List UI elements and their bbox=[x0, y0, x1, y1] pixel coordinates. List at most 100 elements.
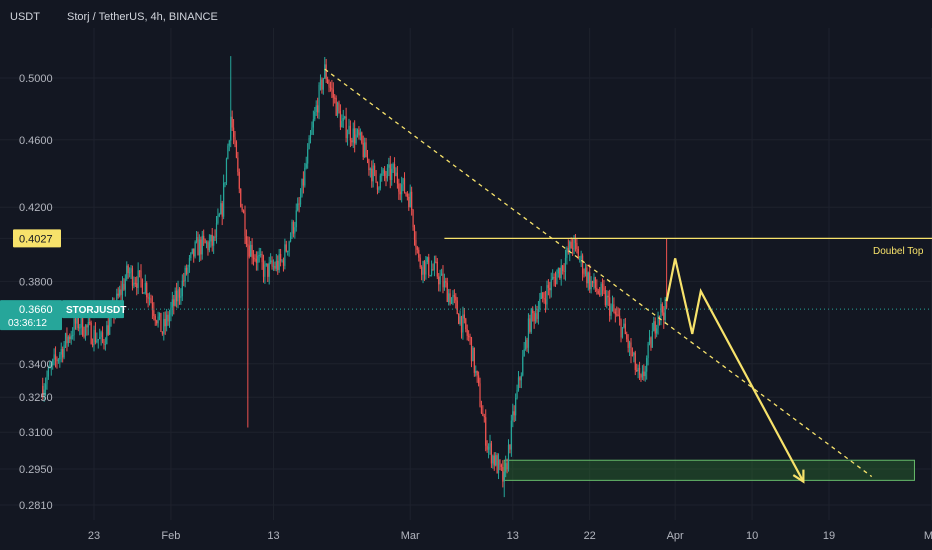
candle-body bbox=[631, 354, 634, 356]
candle-body bbox=[241, 206, 243, 211]
candle-body bbox=[609, 297, 611, 316]
candle-body bbox=[426, 257, 428, 263]
candle-body bbox=[301, 178, 303, 197]
candle-body bbox=[167, 314, 169, 322]
candle-body bbox=[462, 314, 464, 333]
candle-body bbox=[502, 467, 504, 482]
doubel-top-label: Doubel Top bbox=[873, 246, 924, 257]
x-tick-label: 22 bbox=[584, 530, 596, 542]
candle-body bbox=[244, 212, 246, 237]
candle-body bbox=[401, 184, 403, 195]
candle-body bbox=[573, 238, 575, 250]
candle-body bbox=[579, 259, 581, 261]
candle-body bbox=[364, 142, 366, 157]
candle-body bbox=[539, 298, 541, 309]
time-axis[interactable]: 23 Feb 13 Mar 13 22 Apr 10 19 Ma bbox=[88, 530, 932, 542]
candle-body bbox=[341, 121, 343, 128]
candle-body bbox=[265, 263, 267, 265]
candle-body bbox=[298, 203, 300, 205]
symbol-title[interactable]: Storj / TetherUS, 4h, BINANCE bbox=[67, 11, 218, 23]
candle-body bbox=[129, 272, 131, 274]
candle-body bbox=[121, 283, 124, 295]
candle-body bbox=[250, 244, 252, 257]
candle-body bbox=[223, 183, 225, 217]
candle-body bbox=[188, 257, 191, 267]
candle-body bbox=[587, 272, 589, 284]
candle-body bbox=[438, 276, 440, 285]
candle-body bbox=[476, 370, 478, 376]
candle-body bbox=[334, 97, 336, 99]
candle-body bbox=[456, 300, 458, 315]
candle-body bbox=[227, 145, 229, 159]
currency-label: USDT bbox=[10, 11, 40, 23]
candle-body bbox=[581, 255, 584, 274]
candle-body bbox=[366, 157, 369, 160]
candle-body bbox=[557, 268, 559, 274]
candle-body bbox=[583, 273, 585, 275]
candle-body bbox=[436, 261, 438, 277]
candle-body bbox=[187, 266, 189, 274]
candle-body bbox=[458, 314, 460, 324]
candle-body bbox=[393, 164, 396, 177]
candle-body bbox=[527, 318, 530, 348]
candle-body bbox=[257, 255, 259, 263]
candle-body bbox=[54, 354, 57, 360]
candle-body bbox=[385, 175, 387, 179]
candle-body bbox=[124, 279, 126, 290]
candle-body bbox=[566, 248, 568, 258]
candle-body bbox=[489, 443, 491, 447]
candle-body bbox=[318, 84, 320, 113]
candle-body bbox=[485, 417, 487, 446]
candle-body bbox=[656, 328, 658, 334]
candle-body bbox=[536, 313, 538, 319]
price-axis[interactable]: 0.2810 0.2950 0.3100 0.3250 0.3400 0.3800 0.42… bbox=[19, 73, 53, 512]
candle-body bbox=[611, 304, 614, 307]
candle-body bbox=[637, 367, 639, 372]
candle-body bbox=[74, 318, 77, 324]
candle-body bbox=[63, 344, 65, 358]
candle-body bbox=[185, 267, 188, 274]
candle-body bbox=[230, 116, 232, 141]
candle-body bbox=[295, 210, 297, 228]
candle-body bbox=[450, 297, 453, 304]
candle-body bbox=[391, 168, 393, 180]
candle-body bbox=[621, 327, 624, 338]
candle-body bbox=[574, 238, 577, 243]
candle-body bbox=[255, 259, 257, 263]
candle-body bbox=[274, 266, 276, 269]
candle-body bbox=[577, 249, 579, 260]
candle-body bbox=[472, 347, 474, 362]
candle-body bbox=[663, 312, 665, 320]
candle-body bbox=[148, 298, 151, 300]
candle-body bbox=[103, 340, 105, 345]
ticker-badge bbox=[62, 300, 124, 319]
candle-body bbox=[396, 172, 399, 184]
candle-body bbox=[294, 227, 296, 234]
candle-body bbox=[176, 290, 178, 302]
candle-body bbox=[354, 128, 356, 144]
candle-body bbox=[260, 254, 262, 256]
candle-body bbox=[552, 276, 554, 280]
candle-body bbox=[77, 311, 79, 329]
candle-body bbox=[173, 299, 175, 306]
candle-body bbox=[291, 222, 293, 237]
candle-body bbox=[636, 369, 638, 372]
candle-body bbox=[576, 242, 578, 250]
candle-body bbox=[140, 270, 142, 280]
candle-body bbox=[375, 170, 377, 182]
candle-body bbox=[460, 316, 463, 333]
x-tick-label: 19 bbox=[823, 530, 835, 542]
highlight-price-badge bbox=[13, 229, 61, 248]
candle-body bbox=[647, 343, 649, 359]
candle-body bbox=[217, 216, 219, 224]
candle-body bbox=[99, 336, 101, 340]
candle-body bbox=[428, 257, 430, 276]
candle-body bbox=[479, 383, 481, 407]
candle-body bbox=[168, 314, 171, 322]
y-tick-label: 0.2950 bbox=[19, 464, 53, 476]
x-tick-label: Mar bbox=[401, 530, 420, 542]
candle-body bbox=[101, 332, 104, 341]
candle-body bbox=[344, 116, 346, 118]
